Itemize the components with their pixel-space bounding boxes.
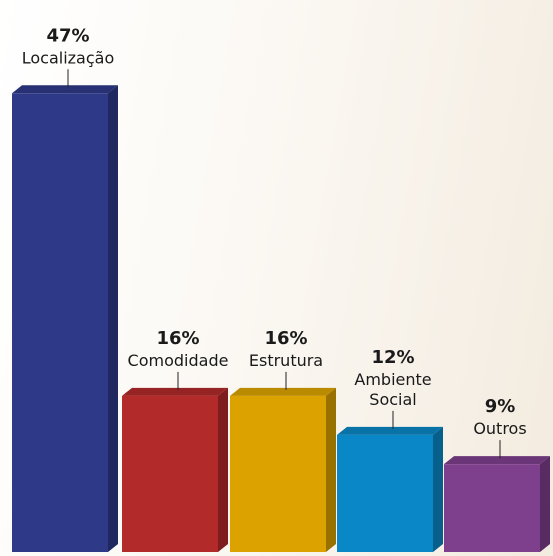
- bar-side: [218, 387, 228, 552]
- data-label: 16%: [156, 328, 199, 349]
- bar: [12, 93, 108, 552]
- data-label: 47%: [46, 25, 89, 46]
- category-label: Estrutura: [249, 351, 323, 370]
- bar-group: Outros 9%: [444, 396, 550, 552]
- category-label: Comodidade: [128, 351, 229, 370]
- bar-group: Comodidade 16%: [122, 328, 228, 552]
- bar-top: [337, 426, 443, 435]
- data-label: 12%: [371, 347, 414, 368]
- bar: [122, 395, 218, 552]
- category-label: Social: [369, 390, 416, 409]
- bar: [444, 464, 540, 552]
- category-label: Outros: [473, 419, 526, 438]
- bar-side: [326, 387, 336, 552]
- category-label: Ambiente: [354, 370, 431, 389]
- bar: [337, 434, 433, 552]
- bar-top: [230, 387, 336, 396]
- category-label: Localização: [22, 48, 115, 67]
- bar-side: [108, 85, 118, 552]
- bar-top: [444, 456, 550, 465]
- bar-group: Localização 47%: [12, 25, 118, 552]
- data-label: 16%: [264, 328, 307, 349]
- bar-side: [540, 456, 550, 552]
- bar-side: [433, 426, 443, 552]
- bar: [230, 395, 326, 552]
- bar-top: [12, 85, 118, 94]
- bar-group: Estrutura 16%: [230, 328, 336, 552]
- data-label: 9%: [485, 396, 516, 417]
- bar-top: [122, 387, 228, 396]
